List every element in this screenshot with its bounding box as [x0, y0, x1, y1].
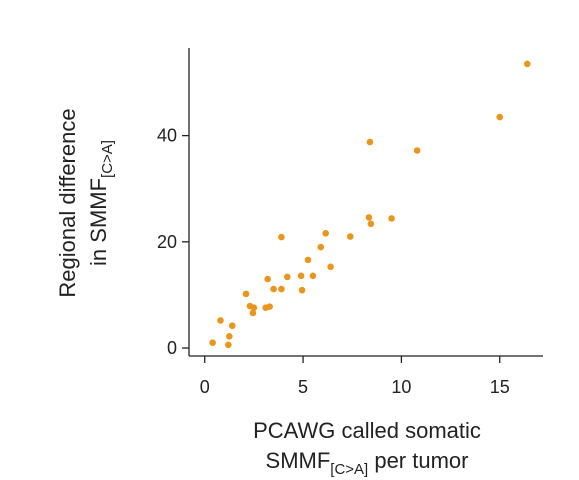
data-point	[317, 243, 325, 251]
x-tick-label: 15	[490, 377, 510, 397]
data-point	[209, 339, 216, 347]
data-point	[413, 147, 421, 154]
data-point	[225, 341, 232, 349]
data-point	[365, 214, 373, 221]
y-tick-label: 40	[157, 126, 177, 146]
x-ticks: 0 5 10 15	[200, 356, 510, 397]
x-axis-title-line1: PCAWG called somatic	[253, 418, 481, 443]
data-point	[496, 113, 504, 121]
data-point	[388, 215, 395, 222]
data-point	[322, 230, 329, 237]
data-point	[250, 304, 258, 311]
data-point	[309, 272, 317, 280]
data-point	[523, 60, 531, 68]
y-tick-label: 20	[157, 232, 177, 252]
axes	[188, 48, 543, 357]
y-axis-title-line2: in SMMF[C>A]	[86, 140, 116, 266]
data-point	[270, 285, 277, 293]
data-point	[366, 138, 374, 146]
data-point	[327, 263, 334, 271]
x-axis-title-suffix: per tumor	[368, 448, 468, 473]
data-point	[284, 273, 291, 281]
data-point	[346, 233, 354, 240]
data-point	[266, 303, 273, 310]
y-axis-title-main: in SMMF	[86, 178, 111, 266]
data-point	[249, 309, 257, 317]
data-point	[304, 256, 312, 264]
data-point	[367, 220, 375, 228]
data-point	[226, 333, 233, 340]
y-tick-label: 0	[167, 338, 177, 358]
y-axis-title: Regional difference in SMMF[C>A]	[55, 108, 116, 297]
data-point	[297, 272, 305, 280]
data-point	[278, 233, 285, 241]
data-point	[264, 275, 271, 283]
data-point	[217, 317, 224, 324]
x-axis-title-main: SMMF	[266, 448, 331, 473]
x-tick-label: 0	[200, 377, 210, 397]
data-points	[209, 60, 531, 349]
data-point	[278, 285, 285, 293]
data-point	[298, 286, 306, 294]
y-ticks: 0 20 40	[157, 126, 189, 358]
data-point	[242, 290, 250, 298]
data-point	[228, 322, 236, 330]
y-axis-title-subscript: [C>A]	[99, 140, 116, 178]
y-axis-title-line1: Regional difference	[55, 108, 80, 297]
x-tick-label: 5	[298, 377, 308, 397]
x-axis-title-subscript: [C>A]	[330, 461, 368, 478]
x-tick-label: 10	[391, 377, 411, 397]
x-axis-title-line2: SMMF[C>A] per tumor	[266, 448, 469, 478]
